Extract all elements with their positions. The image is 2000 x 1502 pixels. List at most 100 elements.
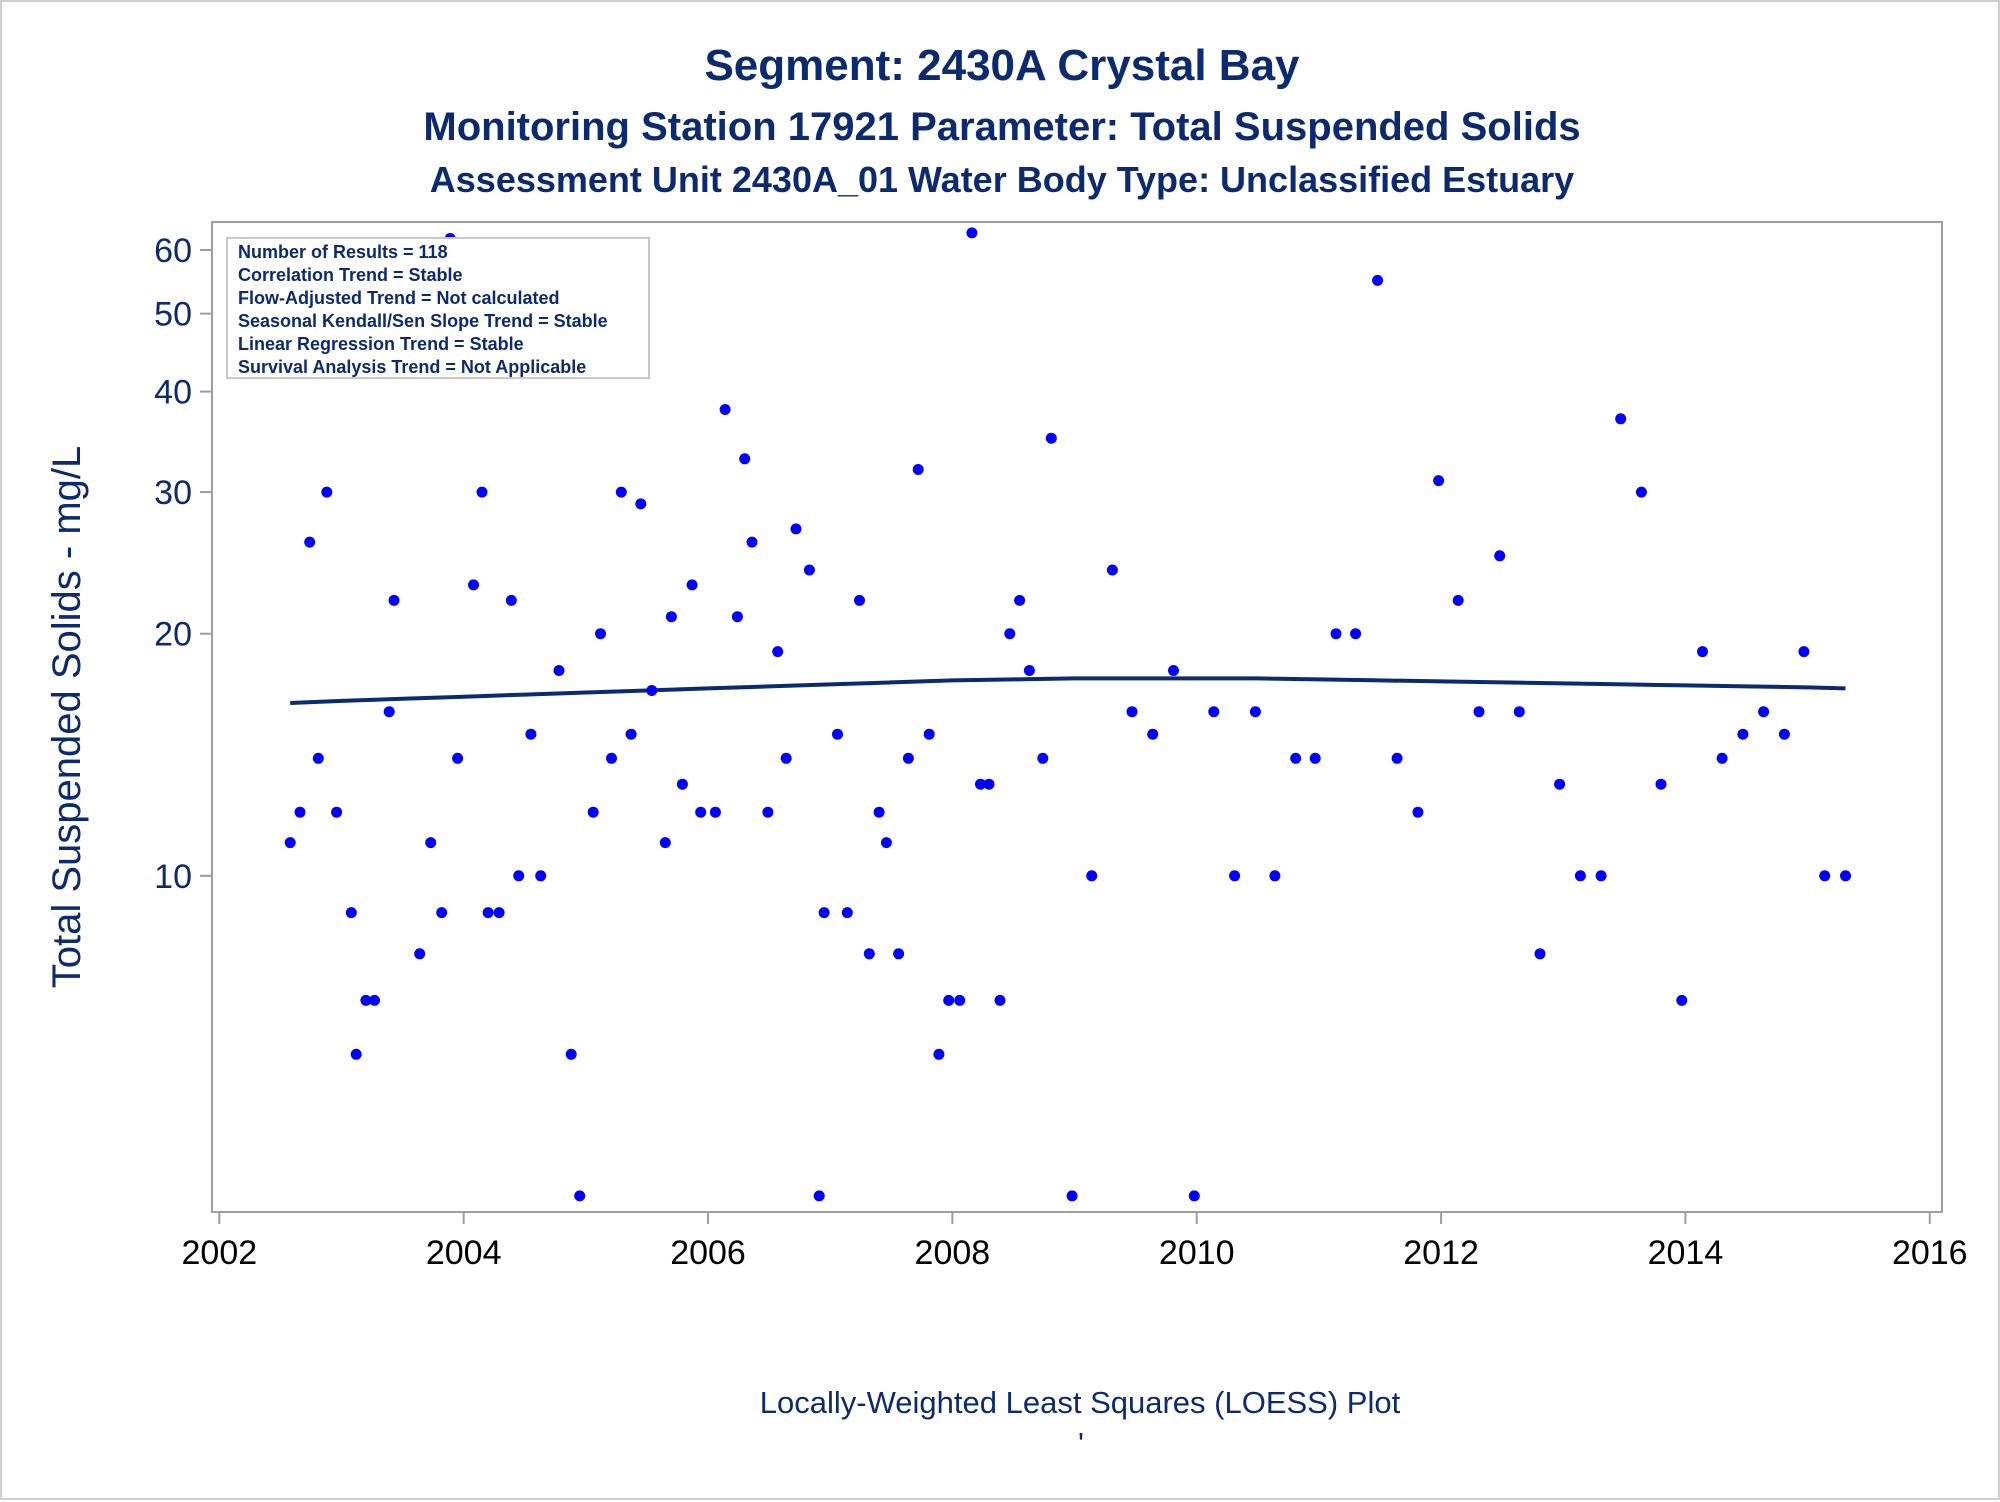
data-point — [1066, 1190, 1078, 1202]
data-point — [360, 994, 372, 1006]
data-point — [535, 870, 547, 882]
data-point — [966, 227, 978, 239]
data-point — [1147, 728, 1159, 740]
data-point — [513, 870, 525, 882]
y-tick-label: 40 — [154, 374, 192, 412]
chart-footnote: Locally-Weighted Least Squares (LOESS) P… — [760, 1385, 1401, 1420]
data-point — [1676, 994, 1688, 1006]
data-point — [1309, 752, 1321, 764]
chart-title: Segment: 2430A Crystal Bay — [704, 41, 1300, 90]
data-point — [1290, 752, 1302, 764]
data-point — [880, 837, 892, 849]
data-point — [1249, 706, 1261, 718]
data-point — [388, 594, 400, 606]
data-point — [1126, 706, 1138, 718]
data-point — [709, 806, 721, 818]
data-point — [1595, 870, 1607, 882]
data-point — [615, 486, 627, 498]
data-point — [975, 778, 986, 790]
data-point — [482, 907, 494, 919]
data-point — [1554, 778, 1566, 790]
data-point — [625, 728, 637, 740]
data-point — [369, 994, 380, 1006]
data-point — [331, 806, 343, 818]
y-tick-label: 30 — [154, 474, 192, 512]
stats-box-border — [226, 237, 650, 379]
data-point — [1045, 432, 1057, 444]
data-point — [414, 948, 426, 960]
data-point — [983, 778, 995, 790]
data-point — [746, 536, 758, 548]
stats-line-survival-analysis: Survival Analysis Trend = Not Applicable — [238, 357, 586, 377]
data-point — [912, 464, 924, 475]
data-point — [1737, 728, 1749, 740]
stats-line-seasonal-kendall: Seasonal Kendall/Sen Slope Trend = Stabl… — [238, 311, 608, 331]
data-point — [606, 752, 617, 764]
data-point — [1168, 665, 1179, 676]
data-point — [933, 1048, 945, 1060]
data-point — [762, 806, 774, 818]
loess-trend-line — [290, 676, 1846, 705]
data-point — [312, 752, 324, 764]
data-point — [803, 564, 815, 576]
loess-trend-layer — [290, 676, 1846, 705]
data-point — [1433, 475, 1445, 487]
data-point — [832, 728, 843, 740]
data-point — [1452, 594, 1464, 606]
y-tick-label: 50 — [154, 296, 192, 334]
data-point — [1330, 628, 1342, 640]
x-tick-label: 2008 — [915, 1234, 991, 1272]
stats-line-results: Number of Results = 118 — [238, 242, 448, 262]
data-point — [345, 907, 357, 919]
data-point — [1350, 628, 1362, 640]
data-point — [1758, 706, 1770, 718]
data-point — [943, 994, 955, 1006]
y-tick-label: 20 — [154, 616, 192, 654]
data-point — [304, 536, 316, 548]
data-point — [383, 706, 395, 718]
footnote-mark: ' — [1078, 1426, 1084, 1461]
x-axis: 2002 2004 2006 2008 2010 2012 2014 2016 — [182, 1211, 1968, 1272]
data-point — [1798, 646, 1810, 658]
x-tick-label: 2004 — [426, 1234, 502, 1272]
data-point — [1086, 870, 1098, 882]
data-point — [476, 486, 488, 498]
data-point — [1106, 564, 1118, 576]
x-tick-label: 2016 — [1892, 1234, 1968, 1272]
data-point — [659, 837, 671, 849]
data-point — [635, 498, 647, 510]
data-point — [1229, 870, 1241, 882]
x-tick-label: 2002 — [182, 1234, 258, 1272]
data-point — [1513, 706, 1525, 718]
data-point — [1391, 752, 1403, 764]
data-point — [1819, 870, 1831, 882]
data-point — [436, 907, 448, 919]
data-point — [1473, 706, 1485, 718]
data-point — [902, 752, 914, 764]
stats-line-flow-adjusted: Flow-Adjusted Trend = Not calculated — [238, 288, 560, 308]
data-point — [923, 728, 935, 740]
data-point — [873, 806, 885, 818]
y-tick-label: 10 — [154, 858, 192, 896]
data-point — [452, 752, 464, 764]
data-point — [1023, 665, 1035, 676]
x-tick-label: 2012 — [1403, 1234, 1479, 1272]
data-point — [1655, 778, 1667, 790]
data-point — [468, 579, 479, 591]
data-point — [1778, 728, 1790, 740]
data-point — [1615, 413, 1627, 425]
data-point — [954, 994, 966, 1006]
data-point — [350, 1048, 362, 1060]
data-point — [1534, 948, 1546, 960]
data-point — [1716, 752, 1728, 764]
data-point — [719, 404, 731, 415]
data-point — [425, 837, 437, 849]
data-point — [994, 994, 1006, 1006]
data-point — [686, 579, 698, 591]
y-axis: 10 20 30 40 50 60 — [154, 222, 213, 1212]
data-point — [1635, 486, 1647, 498]
data-point — [505, 594, 517, 606]
x-tick-label: 2006 — [670, 1234, 746, 1272]
data-point — [1004, 628, 1016, 640]
